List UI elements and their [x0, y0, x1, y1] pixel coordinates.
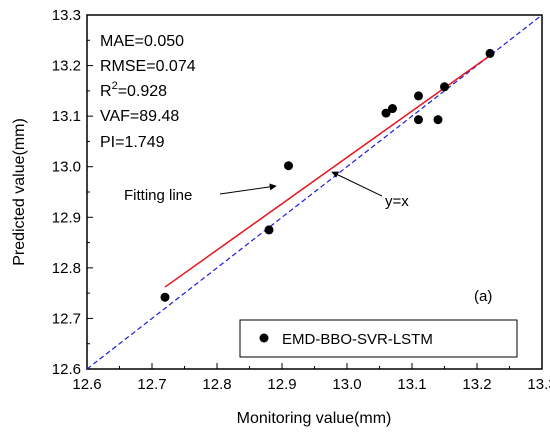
x-tick-label: 13.2 [462, 376, 491, 393]
x-tick-label: 12.6 [72, 376, 101, 393]
x-tick-label: 12.8 [202, 376, 231, 393]
y-axis-ticks: 12.6 12.7 12.8 12.9 13.0 13.1 13.2 13.3 [52, 7, 93, 378]
y-tick-label: 13.0 [52, 159, 81, 176]
data-point [284, 161, 293, 171]
data-point [381, 108, 391, 118]
y-tick-label: 12.7 [52, 310, 81, 327]
y-tick-label: 12.6 [52, 361, 81, 378]
data-point [485, 48, 495, 58]
panel-label: (a) [474, 288, 492, 305]
y-tick-label: 12.9 [52, 209, 81, 226]
identity-line-annotation: y=x [385, 193, 409, 210]
x-tick-label: 13.3 [527, 376, 550, 393]
data-point [264, 225, 274, 235]
y-tick-label: 12.8 [52, 260, 81, 277]
x-axis-ticks: 12.6 12.7 12.8 12.9 13.0 13.1 13.2 13.3 [72, 363, 550, 393]
legend-box [239, 319, 518, 358]
rmse-stat: RMSE=0.074 [100, 58, 196, 75]
x-tick-label: 13.1 [397, 376, 426, 393]
data-point [414, 91, 423, 101]
y-axis-title: Predicted value(mm) [11, 118, 28, 266]
vaf-stat: VAF=89.48 [100, 108, 179, 125]
legend-marker [259, 333, 269, 343]
r2-stat: R2=0.928 [100, 80, 167, 100]
data-point [440, 82, 449, 92]
fitting-line [164, 54, 491, 288]
fitting-line-annotation: Fitting line [124, 187, 192, 204]
fitting-line-arrow [219, 183, 277, 195]
identity-line [87, 15, 542, 369]
data-point [388, 104, 397, 114]
data-point [414, 115, 423, 125]
x-tick-label: 13.0 [332, 376, 361, 393]
r2-base: R [100, 83, 112, 100]
x-tick-label: 12.7 [137, 376, 166, 393]
y-tick-label: 13.1 [52, 108, 81, 125]
r2-value: =0.928 [118, 83, 167, 100]
y-tick-label: 13.3 [52, 7, 81, 24]
x-axis-title: Monitoring value(mm) [237, 410, 392, 427]
mae-stat: MAE=0.050 [100, 33, 184, 50]
stats-block: MAE=0.050 RMSE=0.074 R2=0.928 VAF=89.48 … [100, 33, 196, 151]
data-points [160, 48, 495, 302]
y-tick-label: 13.2 [52, 58, 81, 75]
x-tick-label: 12.9 [267, 376, 296, 393]
data-point [433, 115, 443, 125]
legend-label: EMD-BBO-SVR-LSTM [282, 331, 433, 348]
pi-stat: PI=1.749 [100, 134, 165, 151]
identity-line-arrow [331, 171, 383, 197]
r2-superscript: 2 [112, 80, 118, 92]
legend: EMD-BBO-SVR-LSTM [239, 319, 518, 358]
data-point [160, 292, 170, 302]
